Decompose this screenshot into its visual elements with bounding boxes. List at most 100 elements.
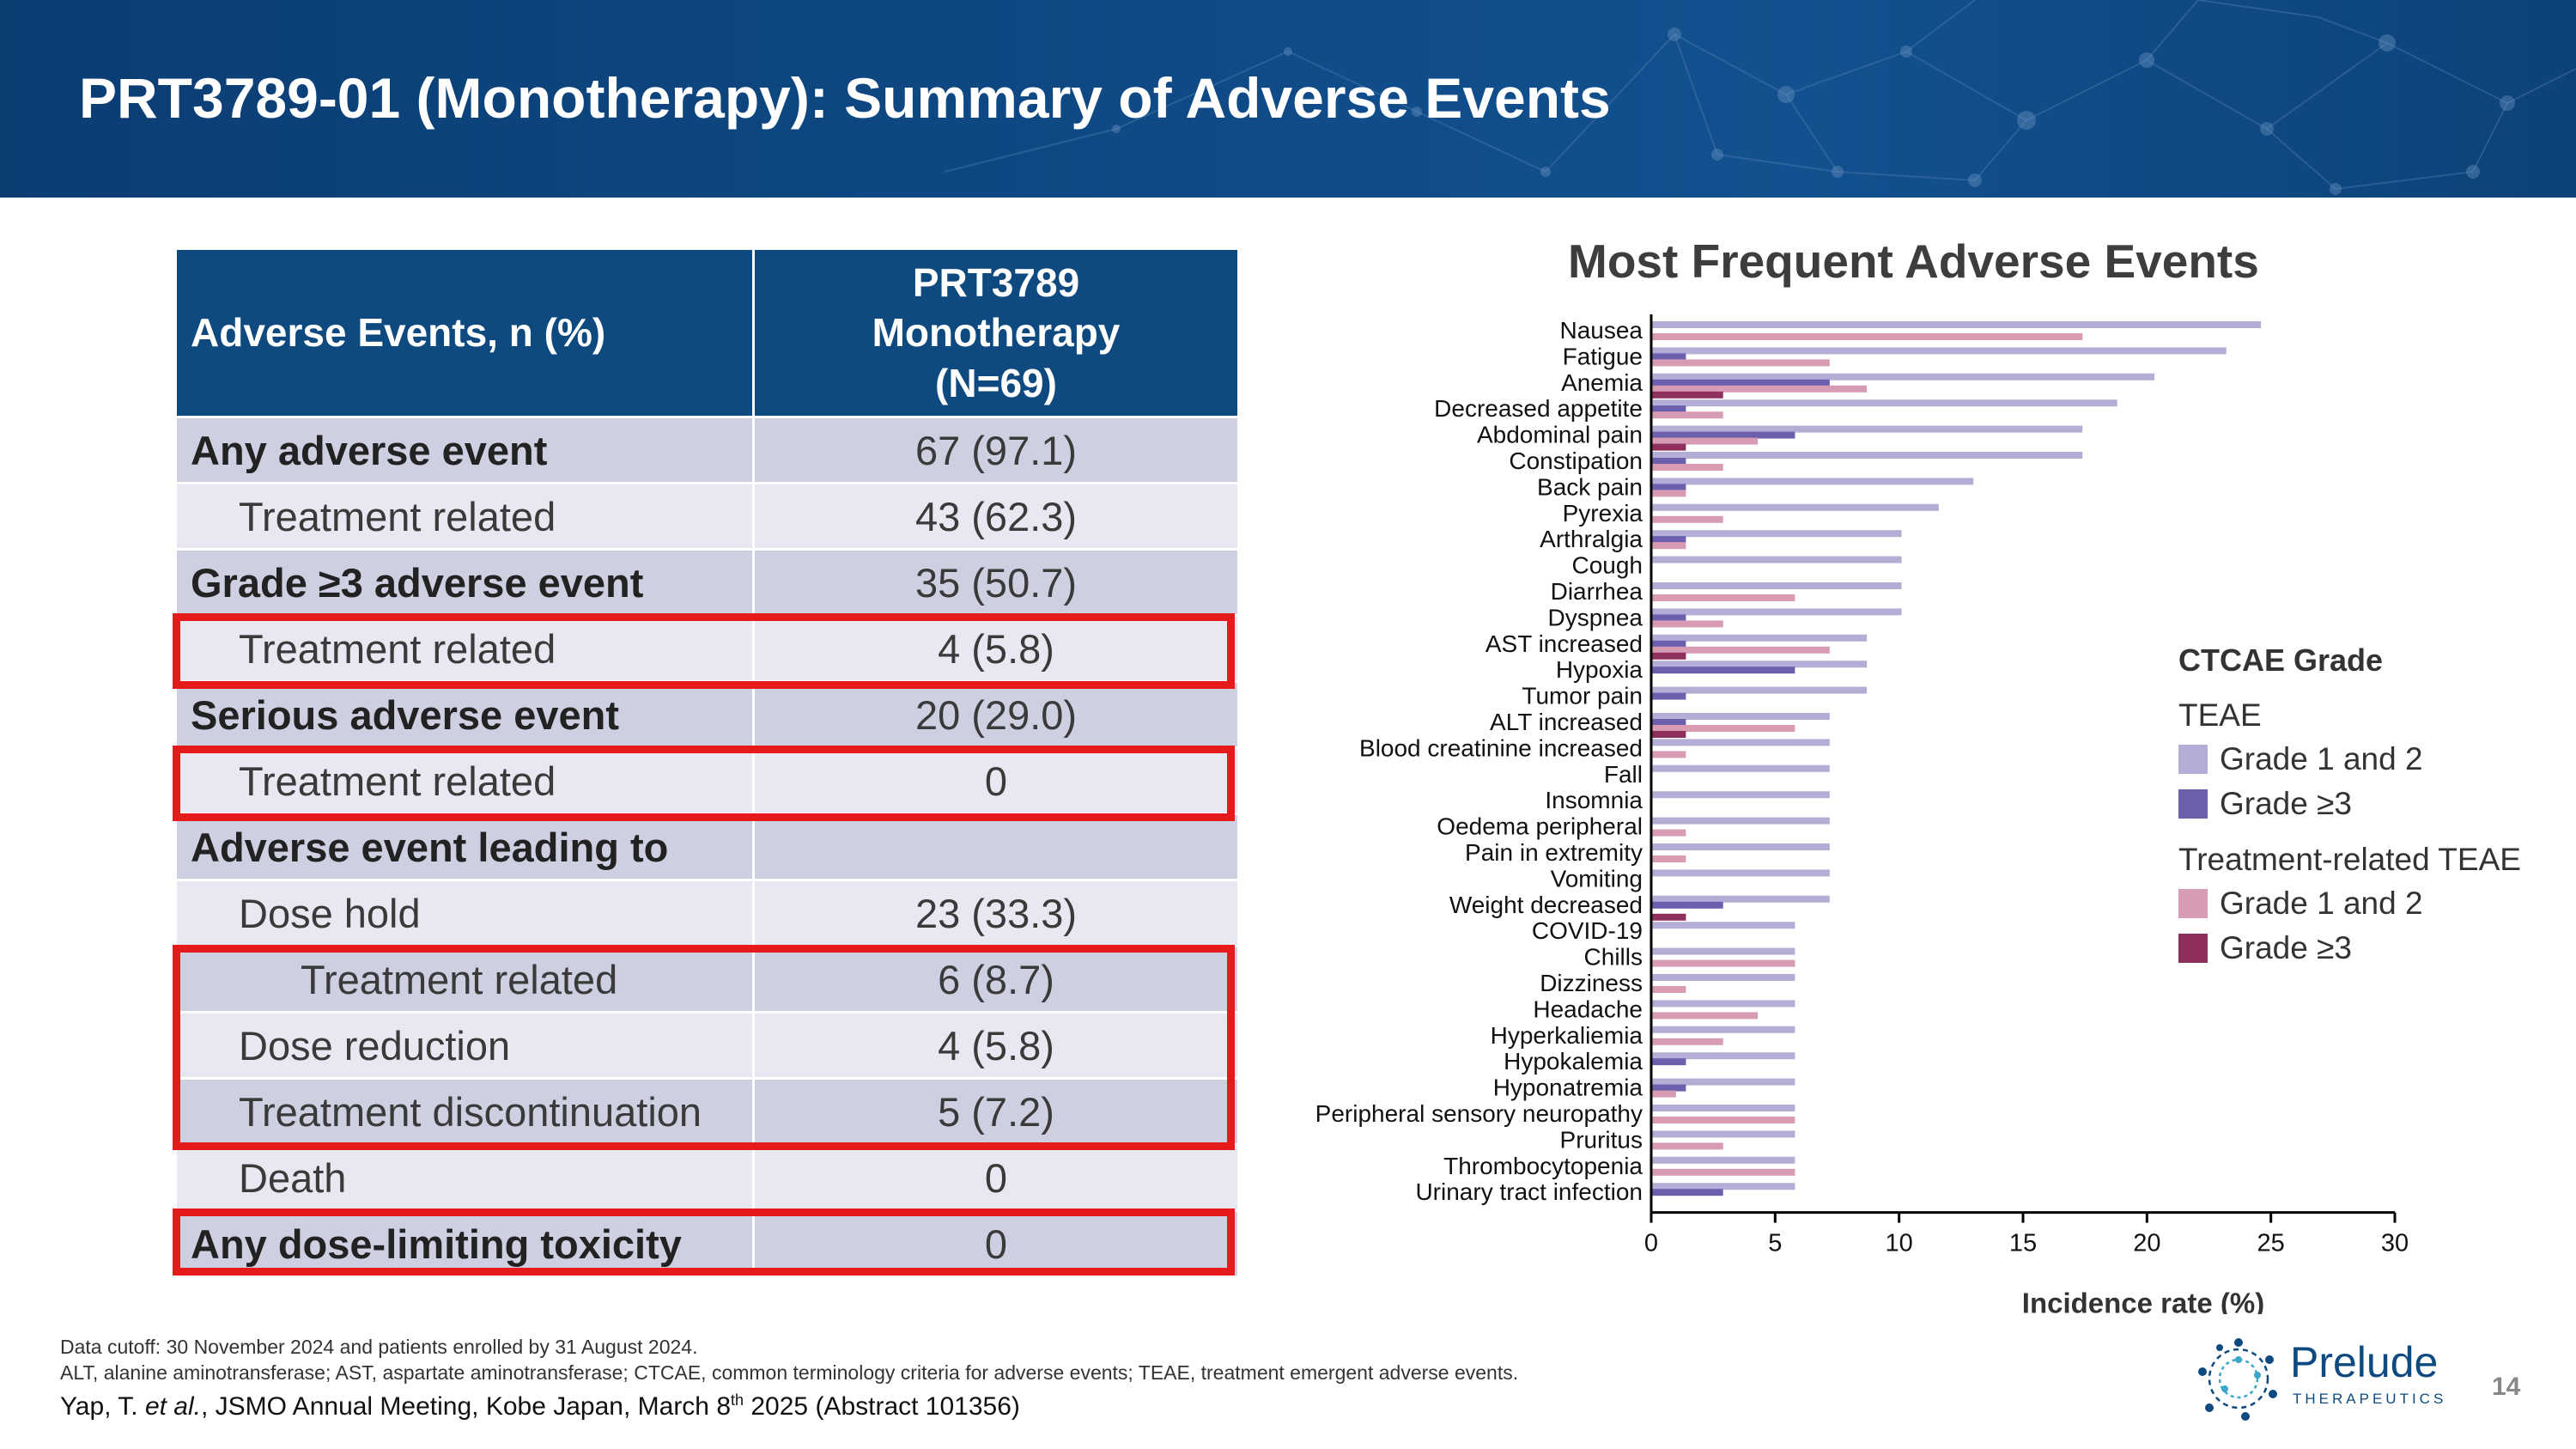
category-label: Peripheral sensory neuropathy	[1315, 1100, 1643, 1127]
table-row: Any adverse event 67 (97.1)	[174, 416, 1240, 484]
category-label: Arthralgia	[1540, 526, 1643, 552]
adverse-events-table: Adverse Events, n (%) PRT3789 Monotherap…	[174, 247, 1240, 1278]
bar-thrombocytopenia-series-2	[1651, 1168, 1795, 1176]
table-row: Dose hold 23 (33.3)	[174, 879, 1240, 947]
x-axis-label: Incidence rate (%)	[2022, 1288, 2264, 1314]
bar-urinary-tract-infection-series-0	[1651, 1183, 1795, 1190]
citation-author: Yap, T.	[60, 1392, 145, 1421]
row-value: 0	[752, 1143, 1240, 1212]
category-label: Hypoxia	[1556, 656, 1643, 683]
row-value: 4 (5.8)	[752, 614, 1240, 683]
x-tick-label: 20	[2133, 1230, 2160, 1257]
bar-dizziness-series-0	[1651, 974, 1795, 981]
legend-item-teae-grade12: Grade 1 and 2	[2178, 737, 2521, 782]
category-label: Vomiting	[1551, 865, 1643, 892]
bar-hyponatremia-series-0	[1651, 1078, 1795, 1086]
row-value: 4 (5.8)	[752, 1011, 1240, 1080]
bar-alt-increased-series-0	[1651, 713, 1830, 720]
bar-thrombocytopenia-series-0	[1651, 1156, 1795, 1164]
bar-cough-series-0	[1651, 556, 1902, 563]
table-row: Death 0	[174, 1143, 1240, 1212]
legend-label: Grade 1 and 2	[2220, 741, 2423, 776]
bar-pruritus-series-0	[1651, 1130, 1795, 1138]
table-row: Treatment related 43 (62.3)	[174, 482, 1240, 551]
bar-back-pain-series-2	[1651, 490, 1686, 497]
bar-pyrexia-series-0	[1651, 503, 1939, 511]
bar-chills-series-0	[1651, 947, 1795, 955]
citation-year: 2025 (Abstract 101356)	[744, 1392, 1020, 1421]
table-row: Dose reduction 4 (5.8)	[174, 1011, 1240, 1080]
bar-constipation-series-2	[1651, 464, 1723, 471]
row-label: Grade ≥3 adverse event	[174, 548, 755, 617]
x-tick-label: 10	[1886, 1230, 1913, 1257]
legend-item-teae-grade3: Grade ≥3	[2178, 782, 2521, 826]
bar-nausea-series-2	[1651, 333, 2083, 340]
category-label: Hypokalemia	[1504, 1048, 1643, 1075]
bar-oedema-peripheral-series-2	[1651, 829, 1686, 837]
category-label: Tumor pain	[1522, 683, 1643, 709]
bar-peripheral-sensory-neuropathy-series-0	[1651, 1105, 1795, 1111]
chart-legend: CTCAE Grade TEAE Grade 1 and 2 Grade ≥3 …	[2178, 642, 2521, 971]
row-value: 6 (8.7)	[752, 945, 1240, 1014]
bar-decreased-appetite-series-2	[1651, 411, 1723, 419]
bar-insomnia-series-0	[1651, 791, 1830, 799]
column-header-monotherapy: PRT3789 Monotherapy (N=69)	[752, 247, 1240, 418]
category-label: Nausea	[1559, 317, 1643, 344]
bar-covid-19-series-0	[1651, 922, 1795, 929]
bar-arthralgia-series-1	[1651, 536, 1686, 544]
bar-fatigue-series-2	[1651, 359, 1830, 367]
bar-fall-series-0	[1651, 764, 1830, 772]
bar-alt-increased-series-2	[1651, 725, 1795, 732]
row-label: Treatment related	[174, 614, 755, 683]
legend-title: CTCAE Grade	[2178, 642, 2384, 678]
category-label: Insomnia	[1545, 787, 1643, 813]
bar-dizziness-series-2	[1651, 986, 1686, 993]
category-label: Headache	[1533, 995, 1643, 1022]
bar-dyspnea-series-1	[1651, 614, 1686, 622]
row-value: 67 (97.1)	[752, 416, 1240, 484]
bar-abdominal-pain-series-0	[1651, 425, 2083, 433]
category-label: Cough	[1571, 552, 1643, 579]
category-label: Abdominal pain	[1477, 422, 1643, 448]
table-row: Adverse event leading to	[174, 813, 1240, 881]
bar-hyponatremia-series-2	[1651, 1090, 1676, 1098]
bar-tumor-pain-series-1	[1651, 692, 1686, 700]
citation-venue: , JSMO Annual Meeting, Kobe Japan, March…	[201, 1392, 732, 1421]
category-label: Oedema peripheral	[1437, 813, 1643, 840]
row-label: Any dose-limiting toxicity	[174, 1209, 755, 1278]
table-row: Grade ≥3 adverse event 35 (50.7)	[174, 548, 1240, 617]
bar-chills-series-2	[1651, 959, 1795, 967]
footnote-abbreviations: ALT, alanine aminotransferase; AST, aspa…	[60, 1361, 1519, 1384]
category-label: Hyperkaliemia	[1491, 1022, 1643, 1049]
column-header-adverse-events: Adverse Events, n (%)	[174, 247, 755, 418]
row-label: Dose reduction	[174, 1011, 755, 1080]
table-row: Treatment discontinuation 5 (7.2)	[174, 1077, 1240, 1146]
category-label: ALT increased	[1490, 709, 1643, 735]
bar-ast-increased-series-3	[1651, 652, 1686, 660]
category-label: Urinary tract infection	[1415, 1178, 1643, 1205]
bar-pain-in-extremity-series-0	[1651, 843, 1830, 850]
logo-name: Prelude	[2290, 1338, 2439, 1386]
bar-peripheral-sensory-neuropathy-series-2	[1651, 1117, 1795, 1123]
x-tick-label: 5	[1768, 1230, 1782, 1257]
legend-item-tr-grade12: Grade 1 and 2	[2178, 881, 2521, 926]
page-number: 14	[2492, 1373, 2521, 1401]
row-value: 5 (7.2)	[752, 1077, 1240, 1146]
page-title: PRT3789-01 (Monotherapy): Summary of Adv…	[79, 66, 1611, 130]
bar-dyspnea-series-2	[1651, 620, 1723, 628]
category-label: Dyspnea	[1547, 604, 1643, 630]
category-label: COVID-19	[1532, 917, 1643, 944]
column-header-line: Monotherapy	[872, 310, 1121, 356]
bar-anemia-series-3	[1651, 391, 1723, 399]
category-label: Constipation	[1509, 447, 1643, 474]
legend-group-teae: TEAE	[2178, 697, 2262, 733]
row-value: 0	[752, 1209, 1240, 1278]
category-label: Dizziness	[1540, 970, 1643, 996]
row-value: 43 (62.3)	[752, 482, 1240, 551]
network-pattern	[944, 0, 2576, 195]
bar-vomiting-series-0	[1651, 869, 1830, 877]
footnote-data-cutoff: Data cutoff: 30 November 2024 and patien…	[60, 1336, 698, 1358]
category-label: Blood creatinine increased	[1359, 734, 1643, 761]
row-label: Any adverse event	[174, 416, 755, 484]
bar-anemia-series-0	[1651, 373, 2154, 381]
